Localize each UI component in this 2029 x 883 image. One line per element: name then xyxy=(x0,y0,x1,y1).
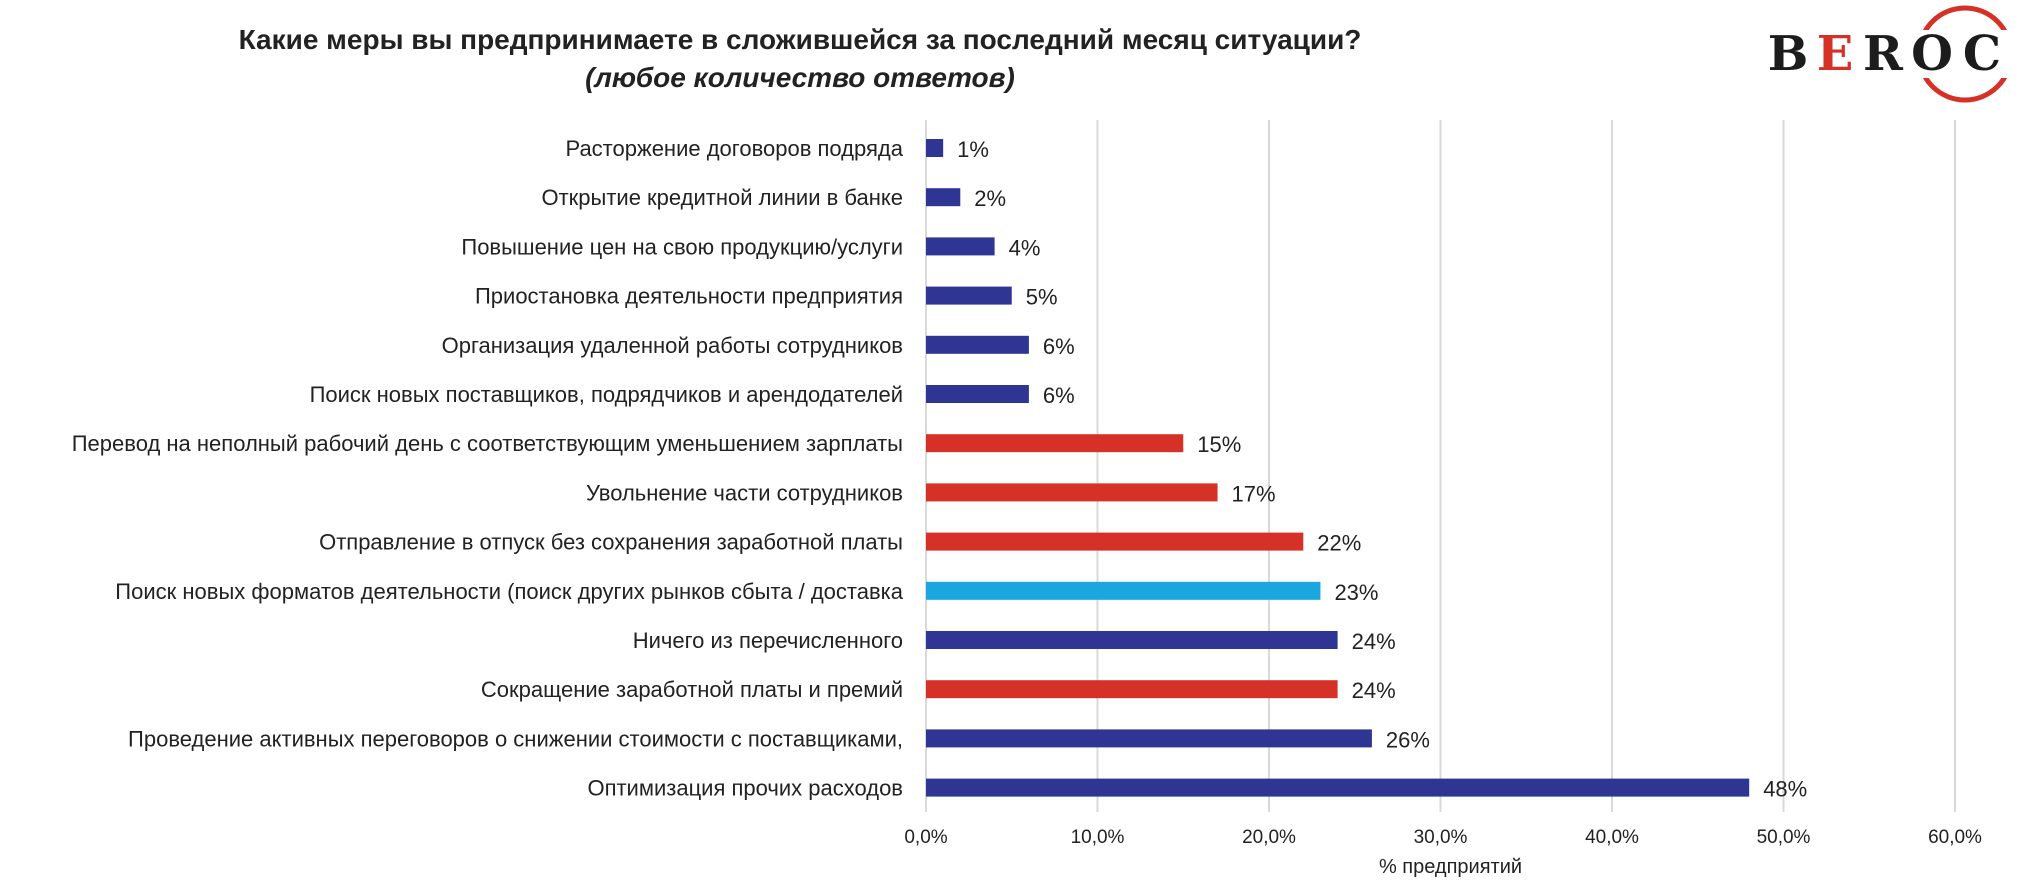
value-label: 22% xyxy=(1317,531,1361,556)
category-label: Открытие кредитной линии в банке xyxy=(541,185,903,210)
logo-letter: O xyxy=(1911,26,1953,82)
value-label: 5% xyxy=(1026,285,1058,310)
category-label: Поиск новых форматов деятельности (поиск… xyxy=(115,579,903,604)
category-label: Приостановка деятельности предприятия xyxy=(475,284,903,309)
category-label: Оптимизация прочих расходов xyxy=(587,776,903,801)
bar xyxy=(926,680,1338,699)
bar xyxy=(926,335,1029,354)
chart-title: Какие меры вы предпринимаете в сложившей… xyxy=(238,24,1362,55)
logo-letter: R xyxy=(1863,26,1904,82)
bar xyxy=(926,778,1750,797)
value-label: 2% xyxy=(974,186,1006,211)
value-label: 6% xyxy=(1043,383,1075,408)
bars xyxy=(926,139,1750,797)
x-axis-title: % предприятий xyxy=(1379,856,1522,878)
value-label: 23% xyxy=(1334,580,1378,605)
value-label: 48% xyxy=(1763,777,1807,802)
logo-letter: B xyxy=(1768,26,1809,82)
x-tick-label: 40,0% xyxy=(1585,827,1639,848)
x-tick-label: 50,0% xyxy=(1757,827,1811,848)
value-label: 26% xyxy=(1386,727,1430,752)
category-label: Отправление в отпуск без сохранения зара… xyxy=(319,530,903,555)
category-label: Поиск новых поставщиков, подрядчиков и а… xyxy=(310,382,903,407)
x-tick-label: 30,0% xyxy=(1414,827,1468,848)
bar xyxy=(926,237,995,256)
bar xyxy=(926,286,1012,305)
bar xyxy=(926,385,1029,403)
bar xyxy=(926,434,1184,453)
category-label: Сокращение заработной платы и премий xyxy=(481,677,903,702)
value-labels: 1% 2%4% 5% 6% 6% 15% 17% 22% 23% 24% 24% 26% 48% xyxy=(957,137,1807,802)
category-label: Организация удаленной работы сотрудников xyxy=(442,333,903,358)
value-label: 1% xyxy=(957,137,989,162)
x-tick-label: 0,0% xyxy=(904,827,947,848)
x-tick-label: 20,0% xyxy=(1242,827,1296,848)
category-label: Проведение активных переговоров о снижен… xyxy=(128,726,903,751)
category-label: Ничего из перечисленного xyxy=(633,628,903,653)
value-label: 17% xyxy=(1232,481,1276,506)
x-tick-label: 60,0% xyxy=(1928,827,1982,848)
grid-lines xyxy=(925,120,1956,812)
chart-subtitle: (любое количество ответов) xyxy=(585,62,1015,93)
bar xyxy=(926,729,1372,748)
bar xyxy=(926,139,944,157)
x-tick-labels: 0,0% 10,0% 20,0% 30,0% 40,0% 50,0% 60,0% xyxy=(904,827,1982,848)
category-label: Повышение цен на свою продукцию/услуги xyxy=(461,234,903,259)
bar xyxy=(926,532,1304,551)
category-label: Расторжение договоров подряда xyxy=(566,136,904,161)
bar xyxy=(926,483,1218,502)
category-label: Увольнение части сотрудников xyxy=(586,480,903,505)
value-label: 15% xyxy=(1197,432,1241,457)
value-label: 4% xyxy=(1009,235,1041,260)
bar xyxy=(926,581,1321,600)
bar xyxy=(926,631,1338,649)
logo-letter: C xyxy=(1963,26,2001,82)
value-label: 6% xyxy=(1043,334,1075,359)
x-tick-label: 10,0% xyxy=(1071,827,1125,848)
category-label: Перевод на неполный рабочий день с соотв… xyxy=(72,431,903,456)
value-label: 24% xyxy=(1352,629,1396,654)
logo-letter: E xyxy=(1817,26,1854,82)
value-label: 24% xyxy=(1352,678,1396,703)
category-labels: Расторжение договоров подряда Открытие кр… xyxy=(72,136,904,801)
bar xyxy=(926,188,961,207)
